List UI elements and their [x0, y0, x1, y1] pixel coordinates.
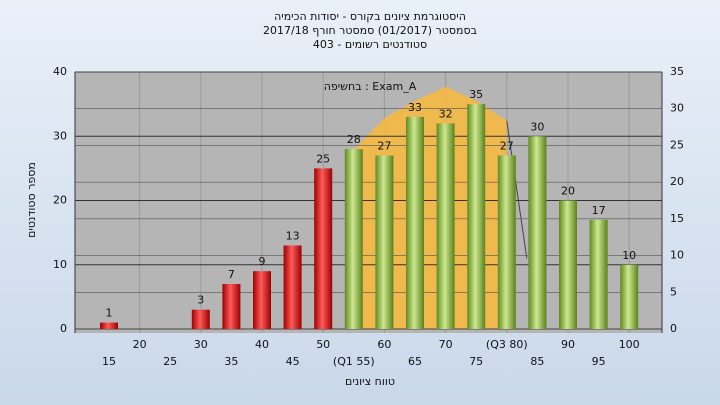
bar	[314, 168, 333, 329]
chart-subtitle: סטודנטים רשומים - 403	[313, 38, 427, 51]
legend: בחשיפה : Exam_A	[324, 80, 417, 93]
y2-tick-label: 5	[670, 285, 677, 298]
value-label: 7	[228, 268, 235, 281]
x-tick-label: 40	[255, 338, 269, 351]
bar	[191, 309, 210, 329]
value-label: 35	[469, 88, 483, 101]
y2-tick-label: 30	[670, 102, 684, 115]
bar	[436, 123, 455, 330]
value-label: 28	[347, 133, 361, 146]
bar	[375, 155, 394, 329]
value-label: 27	[377, 140, 391, 153]
y-tick-label: 10	[53, 258, 67, 271]
x-tick-label: 75	[469, 355, 483, 368]
bar	[528, 136, 547, 329]
bar	[559, 200, 577, 329]
x-tick-label: 60	[377, 338, 391, 351]
bar	[344, 149, 363, 329]
y2-tick-label: 20	[670, 175, 684, 188]
y-tick-label: 40	[53, 65, 67, 78]
x-tick-label: 30	[194, 338, 208, 351]
x-tick-label: 35	[224, 355, 238, 368]
x-tick-label: 25	[163, 355, 177, 368]
x-tick-label: (Q1 55)	[333, 355, 375, 368]
value-label: 1	[106, 307, 113, 320]
x-tick-label: 50	[316, 338, 330, 351]
bar	[467, 104, 486, 329]
chart-subtitle: בסמסטר (01/2017) סמסטר חורף 2017/18	[263, 24, 477, 37]
value-label: 13	[286, 229, 300, 242]
x-tick-label: 100	[619, 338, 640, 351]
y2-tick-label: 25	[670, 138, 684, 151]
x-tick-label: (Q3 80)	[486, 338, 528, 351]
bar	[620, 264, 639, 329]
value-label: 20	[561, 185, 575, 198]
chart-title: היסטוגרמת ציונים בקורס - יסודות הכימיה	[274, 10, 466, 23]
bar	[253, 271, 271, 329]
value-label: 32	[439, 107, 453, 120]
y2-tick-label: 15	[670, 212, 684, 225]
bar	[283, 245, 302, 329]
y2-tick-label: 0	[670, 322, 677, 335]
x-tick-label: 95	[592, 355, 606, 368]
x-axis-label: טווח ציונים	[345, 375, 395, 388]
x-tick-label: 90	[561, 338, 575, 351]
x-tick-label: 65	[408, 355, 422, 368]
value-label: 27	[500, 140, 514, 153]
y-tick-label: 20	[53, 194, 67, 207]
y-tick-label: 0	[60, 322, 67, 335]
x-tick-label: 70	[439, 338, 453, 351]
bar	[100, 322, 118, 329]
bar	[497, 155, 516, 329]
y2-tick-label: 10	[670, 249, 684, 262]
bar	[406, 116, 424, 329]
x-tick-label: 85	[530, 355, 544, 368]
bar	[589, 219, 608, 329]
x-tick-label: 15	[102, 355, 116, 368]
value-label: 3	[197, 294, 204, 307]
value-label: 30	[530, 120, 544, 133]
distribution-edge	[506, 120, 528, 259]
value-label: 10	[622, 249, 636, 262]
y-axis-label: מספר סטודנטים	[25, 162, 38, 238]
y2-tick-label: 35	[670, 65, 684, 78]
bar	[222, 284, 241, 329]
value-label: 17	[592, 204, 606, 217]
value-label: 33	[408, 101, 422, 114]
value-label: 25	[316, 152, 330, 165]
x-tick-label: 20	[133, 338, 147, 351]
value-label: 9	[259, 255, 266, 268]
y-tick-label: 30	[53, 129, 67, 142]
x-tick-label: 45	[286, 355, 300, 368]
